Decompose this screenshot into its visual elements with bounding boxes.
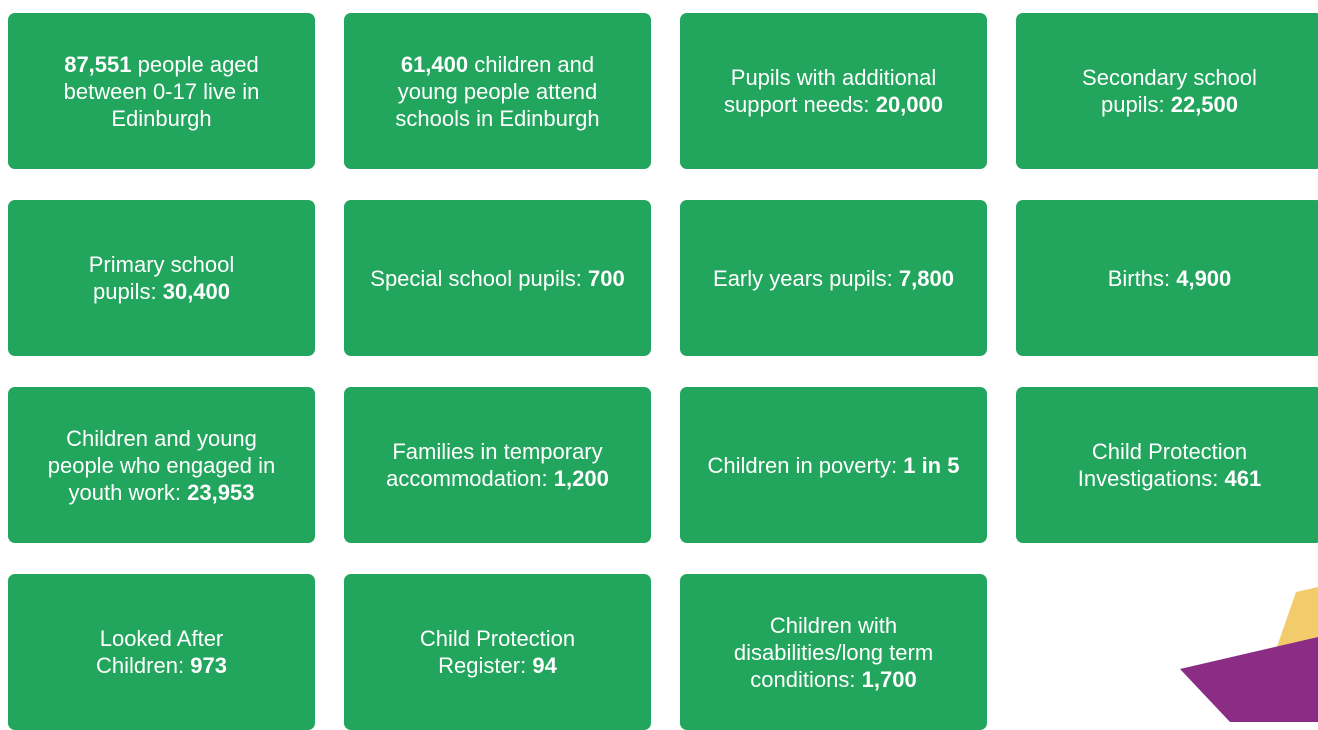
stat-text: Looked After Children:973: [34, 625, 289, 679]
stat-label: Special school pupils:: [370, 266, 582, 291]
stat-value: 87,551: [64, 52, 131, 77]
stat-text: Children with disabilities/long term con…: [706, 612, 961, 693]
stat-card: Child Protection Investigations:461: [1016, 387, 1318, 543]
stat-value: 22,500: [1171, 92, 1238, 117]
stat-card: Primary school pupils:30,400: [8, 200, 315, 356]
stat-value: 23,953: [187, 480, 254, 505]
stat-card: Secondary school pupils:22,500: [1016, 13, 1318, 169]
decoration: [1168, 587, 1318, 722]
stat-value: 1,700: [862, 667, 917, 692]
stat-card: Early years pupils:7,800: [680, 200, 987, 356]
stat-value: 700: [588, 266, 625, 291]
stat-value: 973: [190, 653, 227, 678]
stat-card: Looked After Children:973: [8, 574, 315, 730]
stat-text: Pupils with additional support needs:20,…: [706, 64, 961, 118]
stat-value: 20,000: [876, 92, 943, 117]
stat-value: 461: [1225, 466, 1262, 491]
stat-value: 4,900: [1176, 266, 1231, 291]
stat-card: Children in poverty:1 in 5: [680, 387, 987, 543]
stat-text: Early years pupils:7,800: [713, 265, 954, 292]
stat-text: Births:4,900: [1108, 265, 1232, 292]
stat-card: Families in temporary accommodation:1,20…: [344, 387, 651, 543]
stat-card: Pupils with additional support needs:20,…: [680, 13, 987, 169]
stat-label: Children in poverty:: [708, 453, 898, 478]
stat-value: 30,400: [163, 279, 230, 304]
stat-card: Births:4,900: [1016, 200, 1318, 356]
stat-label: Births:: [1108, 266, 1170, 291]
stat-value: 7,800: [899, 266, 954, 291]
stat-text: Child Protection Register:94: [370, 625, 625, 679]
stat-text: Families in temporary accommodation:1,20…: [370, 438, 625, 492]
stat-card: Children and young people who engaged in…: [8, 387, 315, 543]
stat-label: Child Protection Investigations:: [1078, 439, 1247, 491]
stat-card: Children with disabilities/long term con…: [680, 574, 987, 730]
stat-text: Special school pupils:700: [370, 265, 624, 292]
stat-value: 1,200: [554, 466, 609, 491]
stat-text: Children and young people who engaged in…: [34, 425, 289, 506]
stat-card: Special school pupils:700: [344, 200, 651, 356]
stat-value: 1 in 5: [903, 453, 959, 478]
stat-value: 61,400: [401, 52, 468, 77]
stat-text: Primary school pupils:30,400: [34, 251, 289, 305]
page: {"cards": [ {"parts": [{"text": "87,551"…: [0, 0, 1318, 722]
stat-card: Child Protection Register:94: [344, 574, 651, 730]
stat-text: Secondary school pupils:22,500: [1042, 64, 1297, 118]
purple-shape: [1180, 637, 1318, 722]
stat-value: 94: [532, 653, 556, 678]
stat-label: Early years pupils:: [713, 266, 893, 291]
stat-text: Child Protection Investigations:461: [1042, 438, 1297, 492]
stat-text: Children in poverty:1 in 5: [708, 452, 960, 479]
